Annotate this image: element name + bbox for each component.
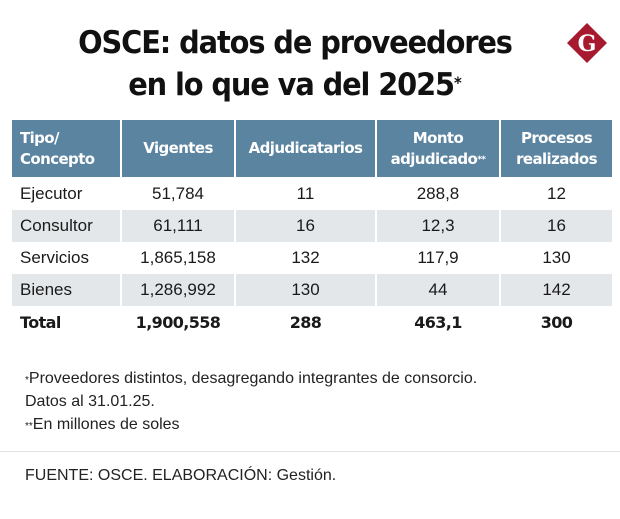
page-title: OSCE: datos de proveedores en lo que va … bbox=[21, 22, 570, 106]
cell-monto: 463,1 bbox=[414, 312, 462, 332]
title-line-2: en lo que va del 2025* bbox=[21, 64, 570, 106]
footnotes: *Proveedores distintos, desagregando int… bbox=[25, 367, 477, 436]
source-credit: FUENTE: OSCE. ELABORACIÓN: Gestión. bbox=[25, 467, 337, 484]
cell-monto: 44 bbox=[377, 274, 499, 306]
footnote: *Proveedores distintos, desagregando int… bbox=[25, 367, 477, 390]
cell-tipo: Consultor bbox=[12, 210, 120, 242]
column-header-line: Concepto bbox=[20, 149, 95, 168]
footnote-marker: ** bbox=[25, 421, 33, 432]
title-line-1: OSCE: datos de proveedores bbox=[78, 25, 513, 61]
cell-tipo: Bienes bbox=[12, 274, 120, 306]
table-total-row: Total 1,900,558 288 463,1 300 bbox=[12, 306, 612, 338]
providers-table: Tipo/Concepto Vigentes Adjudicatarios Mo… bbox=[10, 120, 614, 338]
divider bbox=[0, 451, 620, 452]
cell-monto: 117,9 bbox=[417, 248, 459, 267]
column-header-vigentes: Vigentes bbox=[122, 120, 234, 178]
column-header-line: adjudicado bbox=[390, 149, 478, 168]
column-header-monto: Monto adjudicado** bbox=[377, 120, 499, 178]
footnote-marker: * bbox=[25, 375, 29, 386]
cell-procesos: 300 bbox=[540, 312, 573, 332]
cell-vigentes: 61,111 bbox=[122, 210, 234, 242]
footnote-text: Proveedores distintos, desagregando inte… bbox=[28, 370, 478, 387]
cell-procesos: 142 bbox=[501, 274, 612, 306]
cell-tipo: Total bbox=[20, 312, 61, 332]
title-footnote-marker: * bbox=[454, 73, 462, 92]
column-header-adjudicatarios: Adjudicatarios bbox=[236, 120, 375, 178]
cell-adjudicatarios: 132 bbox=[291, 248, 320, 267]
table-row: Consultor 61,111 16 12,3 16 bbox=[12, 210, 612, 242]
cell-tipo: Servicios bbox=[20, 248, 89, 267]
footnote-text: Datos al 31.01.25. bbox=[25, 393, 155, 410]
footnote: **En millones de soles bbox=[25, 413, 477, 436]
cell-vigentes: 51,784 bbox=[152, 184, 204, 203]
table-row: Ejecutor 51,784 11 288,8 12 bbox=[12, 178, 612, 210]
cell-adjudicatarios: 130 bbox=[236, 274, 375, 306]
column-header-line: Procesos bbox=[520, 128, 593, 147]
cell-adjudicatarios: 288 bbox=[289, 312, 322, 332]
column-header-line: Monto bbox=[412, 128, 464, 147]
gestion-logo-icon: G bbox=[567, 23, 607, 63]
logo-letter: G bbox=[578, 31, 597, 57]
column-header-line: Tipo/ bbox=[20, 128, 60, 147]
footnote-text: En millones de soles bbox=[32, 416, 180, 433]
cell-vigentes: 1,900,558 bbox=[135, 312, 221, 332]
cell-procesos: 16 bbox=[501, 210, 612, 242]
table-row: Bienes 1,286,992 130 44 142 bbox=[12, 274, 612, 306]
table-header-row: Tipo/Concepto Vigentes Adjudicatarios Mo… bbox=[12, 120, 612, 178]
cell-adjudicatarios: 16 bbox=[236, 210, 375, 242]
footnote: Datos al 31.01.25. bbox=[25, 390, 477, 413]
title-line-2-text: en lo que va del 2025 bbox=[128, 67, 455, 103]
cell-tipo: Ejecutor bbox=[20, 184, 83, 203]
cell-monto: 288,8 bbox=[416, 184, 460, 203]
cell-procesos: 130 bbox=[542, 248, 571, 267]
cell-vigentes: 1,286,992 bbox=[122, 274, 234, 306]
table-row: Servicios 1,865,158 132 117,9 130 bbox=[12, 242, 612, 274]
cell-adjudicatarios: 11 bbox=[296, 184, 315, 203]
footnote-marker: ** bbox=[477, 154, 486, 165]
column-header-procesos: Procesos realizados bbox=[501, 120, 612, 178]
cell-monto: 12,3 bbox=[377, 210, 499, 242]
cell-procesos: 12 bbox=[547, 184, 566, 203]
column-header-line: realizados bbox=[516, 149, 597, 168]
column-header-tipo: Tipo/Concepto bbox=[12, 120, 120, 178]
cell-vigentes: 1,865,158 bbox=[140, 248, 216, 267]
